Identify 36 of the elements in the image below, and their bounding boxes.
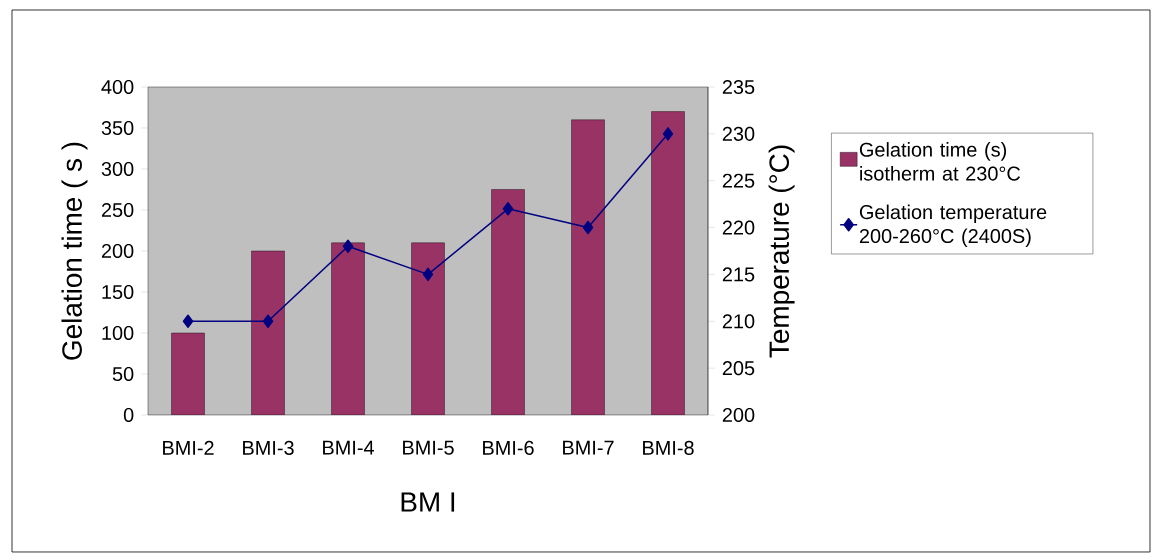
x-tick-label: BMI-6: [483, 440, 534, 455]
point: [422, 267, 434, 282]
x-tick-label: BMI-7: [563, 440, 614, 455]
y-tick-label: 100: [102, 325, 134, 341]
point: [582, 220, 594, 235]
y2-tick-label: 200: [722, 407, 755, 423]
y-tick-label: 300: [101, 161, 134, 177]
point: [502, 202, 514, 216]
y-tick-label: 0: [123, 407, 134, 423]
y2-tick-label: 220: [722, 220, 755, 235]
x-tick-label: BMI-5: [403, 440, 454, 455]
y2-tick-label: 230: [722, 126, 755, 141]
point: [262, 314, 274, 329]
legend-label: Gelation temperature 200-260°C (2400S): [859, 204, 1047, 248]
y-tick-label: 250: [101, 202, 134, 218]
y-tick-label: 400: [101, 79, 134, 95]
y2-tick-label: 235: [722, 79, 755, 95]
y-tick-label: 200: [101, 243, 134, 259]
x-tick-label: BMI-4: [323, 440, 374, 455]
x-tick-label: BMI-8: [643, 440, 694, 455]
y-axis-title: Gelation time ( s ): [61, 142, 88, 360]
y2-tick-label: 205: [722, 361, 755, 376]
point: [342, 239, 354, 254]
y2-axis-title: Temperature (°C): [768, 145, 795, 358]
y2-tick-label: 215: [722, 267, 755, 282]
x-tick-label: BMI-2: [163, 440, 214, 455]
y-tick-label: 350: [101, 120, 134, 136]
y-tick-label: 50: [112, 366, 134, 382]
x-axis-title: BM I: [401, 492, 455, 512]
y2-tick-label: 225: [722, 173, 755, 188]
point: [182, 314, 194, 329]
x-tick-label: BMI-3: [243, 440, 294, 455]
legend-label: Gelation time (s) isotherm at 230°C: [859, 142, 1021, 181]
y-tick-label: 150: [102, 284, 134, 300]
point: [662, 127, 674, 141]
y2-tick-label: 210: [722, 314, 755, 329]
